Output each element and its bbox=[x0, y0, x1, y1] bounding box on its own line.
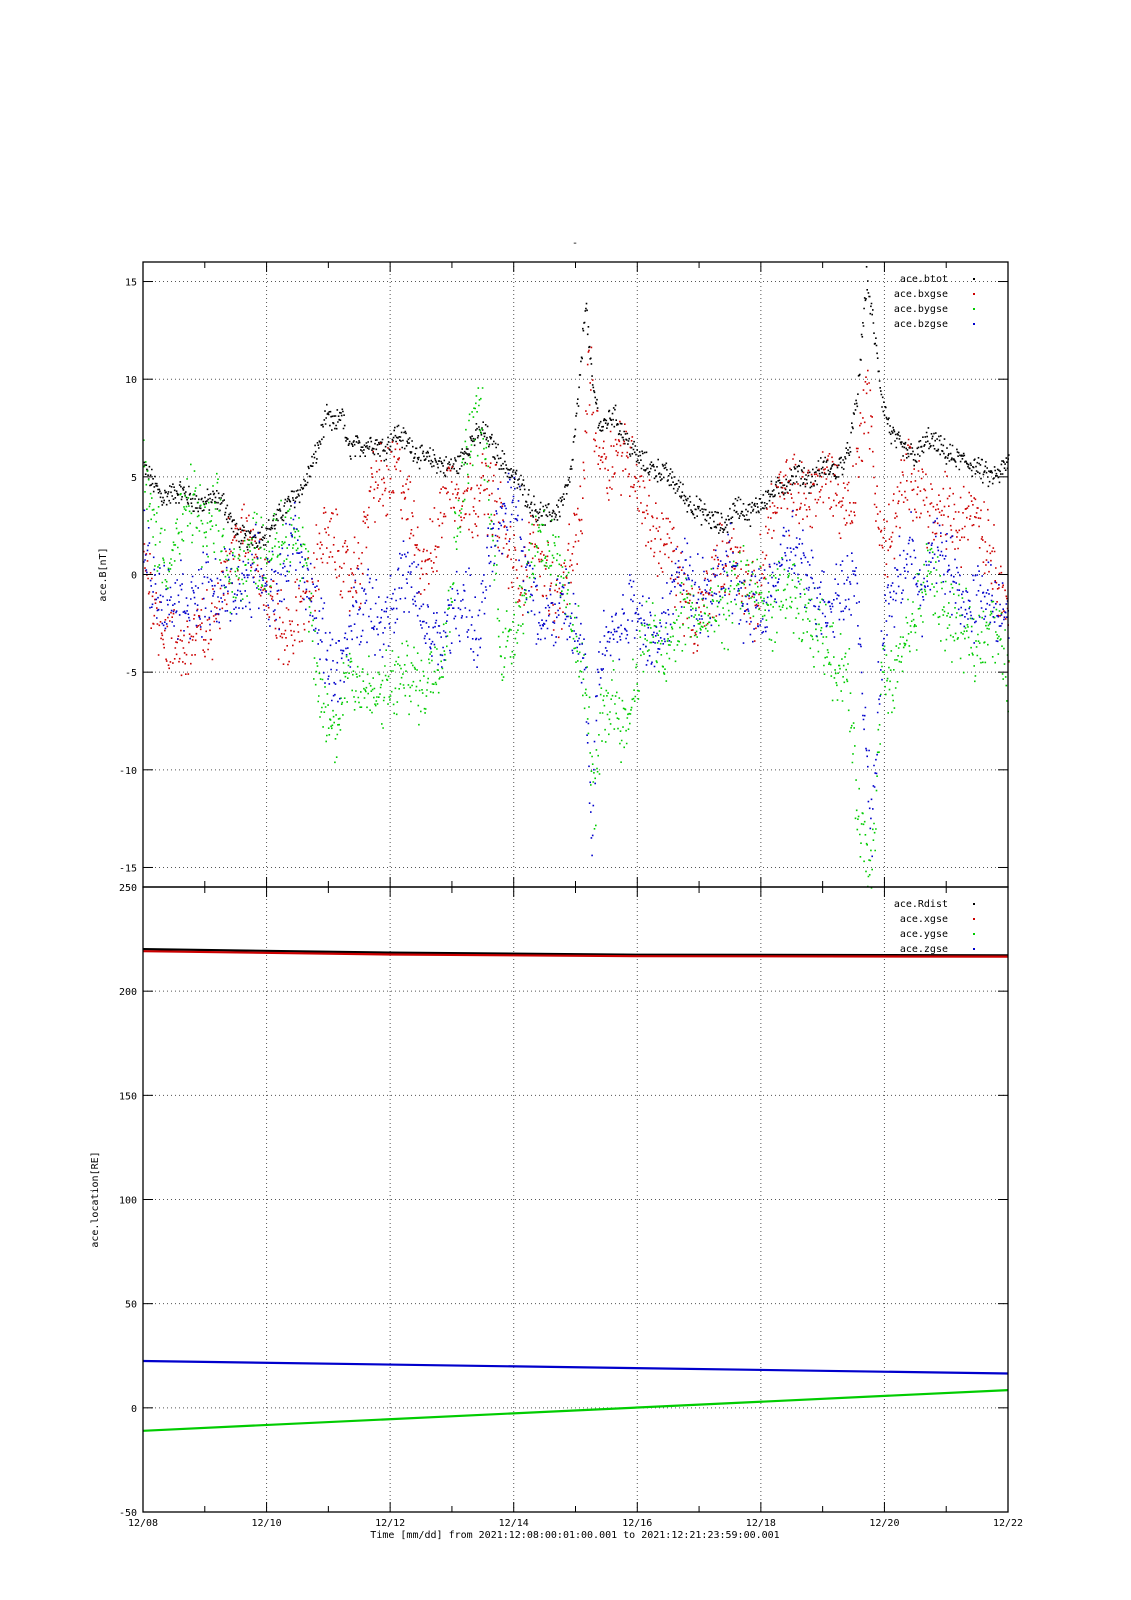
x-tick-label: 12/22 bbox=[993, 1518, 1023, 1529]
y-tick-label: 50 bbox=[125, 1300, 137, 1311]
legend-entry-label: ace.bzgse bbox=[894, 319, 948, 330]
x-tick-label: 12/08 bbox=[128, 1518, 158, 1529]
series-points bbox=[143, 346, 1010, 677]
chart-title: - bbox=[572, 238, 578, 249]
legend-swatch bbox=[973, 308, 975, 310]
series-line bbox=[142, 950, 1009, 958]
series-ace-bzgse bbox=[143, 472, 1010, 858]
y-axis-label: ace.B[nT] bbox=[98, 547, 109, 601]
legend-entry-label: ace.ygse bbox=[900, 929, 948, 940]
series-ace-bygse bbox=[143, 387, 1010, 889]
series-line bbox=[142, 1389, 1009, 1432]
magnetic-field-panel: -15 -10 -5 0 5 10 15 ace.B[nT] ace.btot ace.bxgse… bbox=[98, 261, 1010, 889]
legend-swatch bbox=[973, 903, 975, 905]
series-points bbox=[143, 472, 1010, 858]
legend: ace.btot ace.bxgse ace.bygse ace.bzgse bbox=[894, 274, 975, 330]
y-tick-label: 0 bbox=[131, 571, 137, 582]
x-tick-label: 12/10 bbox=[252, 1518, 282, 1529]
x-axis-label: Time [mm/dd] from 2021:12:08:00:01:00.00… bbox=[370, 1530, 779, 1541]
legend-entry-label: ace.bxgse bbox=[894, 289, 948, 300]
series-ace-ygse bbox=[142, 1389, 1009, 1432]
location-panel: -50 0 50 100 150 200 250 ace.location[RE] ace.Rd… bbox=[90, 883, 1009, 1519]
x-tick-label: 12/20 bbox=[869, 1518, 899, 1529]
legend-entry-label: ace.zgse bbox=[900, 944, 948, 955]
y-tick-label: -10 bbox=[119, 766, 137, 777]
legend-swatch bbox=[973, 948, 975, 950]
x-axis-tick-labels: 12/08 12/10 12/12 12/14 12/16 12/18 12/20 12/22 bbox=[128, 1518, 1023, 1529]
y-tick-label: 0 bbox=[131, 1404, 137, 1415]
y-tick-label: -50 bbox=[119, 1508, 137, 1519]
x-tick-label: 12/16 bbox=[622, 1518, 652, 1529]
y-axis-label: ace.location[RE] bbox=[90, 1151, 101, 1247]
legend-swatch bbox=[973, 278, 975, 280]
y-tick-label: 15 bbox=[125, 278, 137, 289]
series-points bbox=[143, 266, 1010, 551]
legend-entry-label: ace.xgse bbox=[900, 914, 948, 925]
legend-entry-label: ace.Rdist bbox=[894, 899, 948, 910]
legend-swatch bbox=[973, 293, 975, 295]
legend-swatch bbox=[973, 918, 975, 920]
y-tick-label: 250 bbox=[119, 883, 137, 894]
y-tick-label: 5 bbox=[131, 473, 137, 484]
legend-entry-label: ace.bygse bbox=[894, 304, 948, 315]
legend: ace.Rdist ace.xgse ace.ygse ace.zgse bbox=[894, 899, 975, 955]
x-tick-label: 12/18 bbox=[746, 1518, 776, 1529]
series-line bbox=[142, 1359, 1009, 1375]
y-tick-label: 100 bbox=[119, 1196, 137, 1207]
y-tick-label: -15 bbox=[119, 863, 137, 874]
x-tick-label: 12/14 bbox=[499, 1518, 529, 1529]
x-tick-label: 12/12 bbox=[375, 1518, 405, 1529]
y-tick-label: 10 bbox=[125, 375, 137, 386]
y-tick-label: 150 bbox=[119, 1091, 137, 1102]
series-ace-zgse bbox=[142, 1359, 1009, 1375]
series-ace-xgse bbox=[142, 950, 1009, 958]
series-ace-bxgse bbox=[143, 346, 1010, 677]
y-tick-label: 200 bbox=[119, 987, 137, 998]
legend-swatch bbox=[973, 323, 975, 325]
series-line bbox=[142, 948, 1009, 957]
series-ace-btot bbox=[143, 266, 1010, 551]
series-points bbox=[143, 387, 1010, 889]
legend-swatch bbox=[973, 933, 975, 935]
series-ace-Rdist bbox=[142, 948, 1009, 957]
y-tick-label: -5 bbox=[125, 668, 137, 679]
legend-entry-label: ace.btot bbox=[900, 274, 948, 285]
